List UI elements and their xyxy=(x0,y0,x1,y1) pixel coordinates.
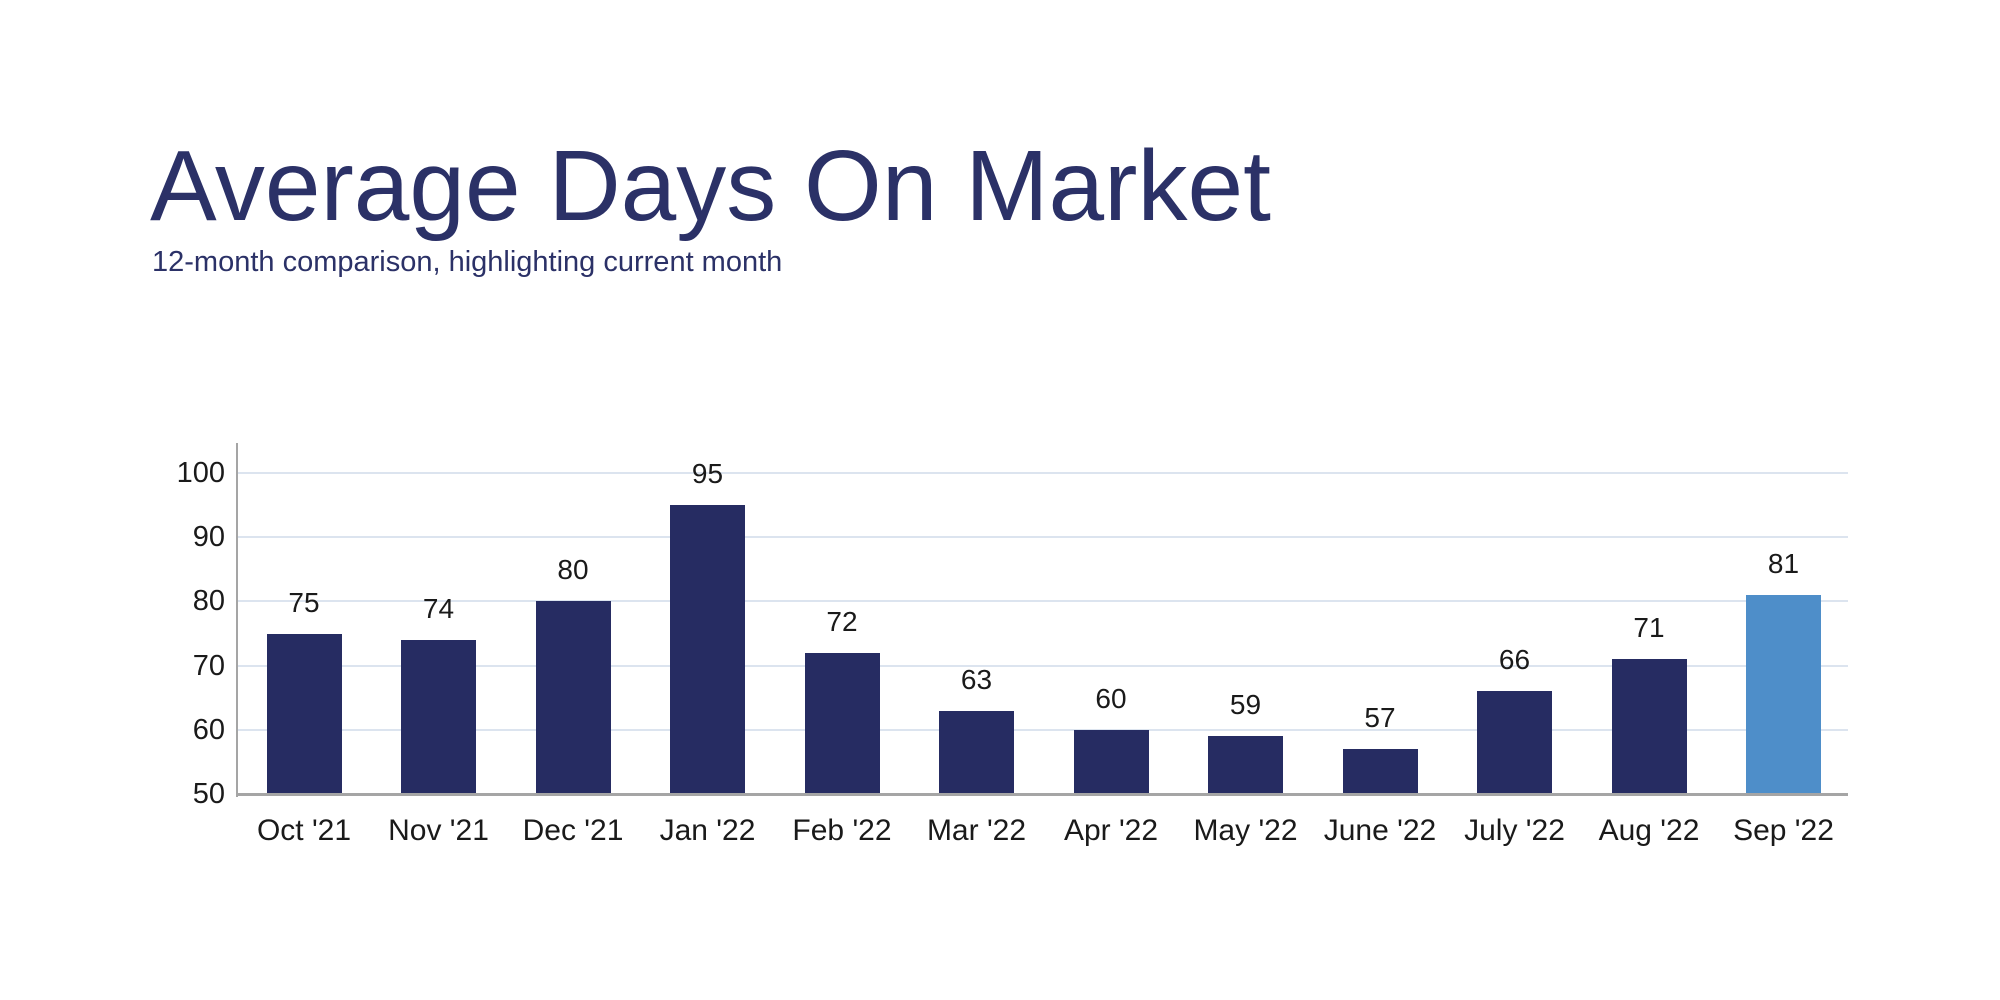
x-category-label-aug-22: Aug '22 xyxy=(1598,814,1700,847)
bar-feb-22 xyxy=(804,652,880,794)
x-category-label-may-22: May '22 xyxy=(1193,814,1298,847)
bar-value-label-sep-22: 81 xyxy=(1767,547,1800,579)
gridline-80 xyxy=(238,600,1848,603)
bar-value-label-jan-22: 95 xyxy=(691,458,724,490)
x-category-label-mar-22: Mar '22 xyxy=(926,814,1027,847)
bar-mar-22 xyxy=(939,710,1014,794)
bar-jan-22 xyxy=(670,505,745,794)
bar-value-label-nov-21: 74 xyxy=(422,592,455,624)
bar-dec-21 xyxy=(535,601,611,794)
x-category-label-june-22: June '22 xyxy=(1323,814,1437,847)
x-axis-line xyxy=(236,793,1848,796)
x-category-label-jan-22: Jan '22 xyxy=(659,814,756,847)
bar-value-label-june-22: 57 xyxy=(1364,702,1396,734)
y-tick-label-50: 50 xyxy=(192,778,225,810)
bar-value-label-dec-21: 80 xyxy=(557,554,589,586)
bar-aug-22 xyxy=(1611,659,1687,794)
bar-july-22 xyxy=(1477,691,1552,794)
x-category-label-nov-21: Nov '21 xyxy=(388,814,489,847)
bar-june-22 xyxy=(1342,749,1418,794)
y-tick-label-60: 60 xyxy=(192,713,225,746)
chart-subtitle: 12-month comparison, highlighting curren… xyxy=(152,246,783,278)
x-category-label-july-22: July '22 xyxy=(1464,814,1565,847)
y-tick-label-70: 70 xyxy=(192,649,225,682)
bar-value-label-feb-22: 72 xyxy=(826,605,858,637)
chart-title: Average Days On Market xyxy=(150,130,1271,242)
bar-value-label-july-22: 66 xyxy=(1498,644,1531,676)
gridline-60 xyxy=(238,728,1848,731)
bar-sep-22 xyxy=(1746,594,1821,794)
x-category-label-sep-22: Sep '22 xyxy=(1733,814,1834,847)
bar-value-label-oct-21: 75 xyxy=(288,586,320,618)
y-tick-label-80: 80 xyxy=(192,585,225,618)
x-category-label-dec-21: Dec '21 xyxy=(522,814,624,847)
x-category-label-oct-21: Oct '21 xyxy=(256,814,352,847)
y-axis-line xyxy=(236,443,238,797)
bar-apr-22 xyxy=(1073,729,1149,794)
bar-value-label-mar-22: 63 xyxy=(960,663,993,695)
x-category-label-apr-22: Apr '22 xyxy=(1063,814,1159,847)
gridline-100 xyxy=(238,472,1848,474)
y-tick-label-100: 100 xyxy=(176,457,225,489)
x-category-label-feb-22: Feb '22 xyxy=(792,814,892,847)
bar-value-label-apr-22: 60 xyxy=(1095,682,1127,714)
bar-oct-21 xyxy=(266,633,342,794)
y-tick-label-90: 90 xyxy=(192,521,225,554)
bar-value-label-aug-22: 71 xyxy=(1633,612,1665,644)
bar-nov-21 xyxy=(401,639,476,794)
bar-value-label-may-22: 59 xyxy=(1229,689,1262,721)
bar-may-22 xyxy=(1208,736,1283,794)
gridline-90 xyxy=(238,536,1848,539)
gridline-70 xyxy=(238,664,1848,667)
